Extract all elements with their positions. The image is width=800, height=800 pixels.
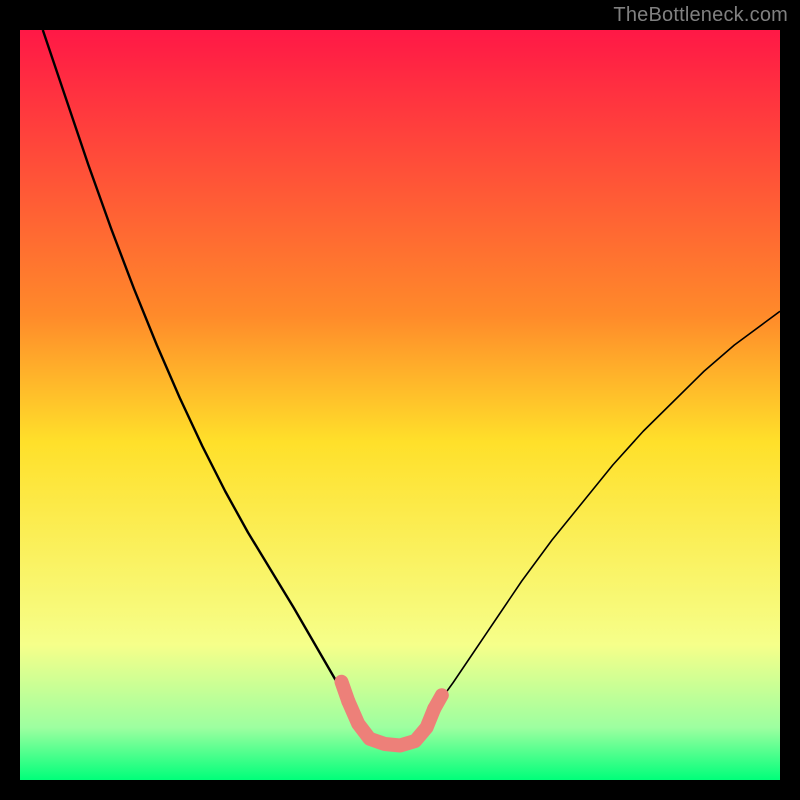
curve-left-path	[43, 30, 349, 701]
curve-cap-right	[434, 695, 442, 709]
bottleneck-curve-plot	[20, 30, 780, 780]
curve-bottom-segment	[348, 701, 434, 745]
curve-svg	[20, 30, 780, 780]
watermark-text: TheBottleneck.com	[613, 4, 788, 27]
curve-cap-left	[341, 682, 348, 702]
curve-right-path	[434, 311, 780, 709]
